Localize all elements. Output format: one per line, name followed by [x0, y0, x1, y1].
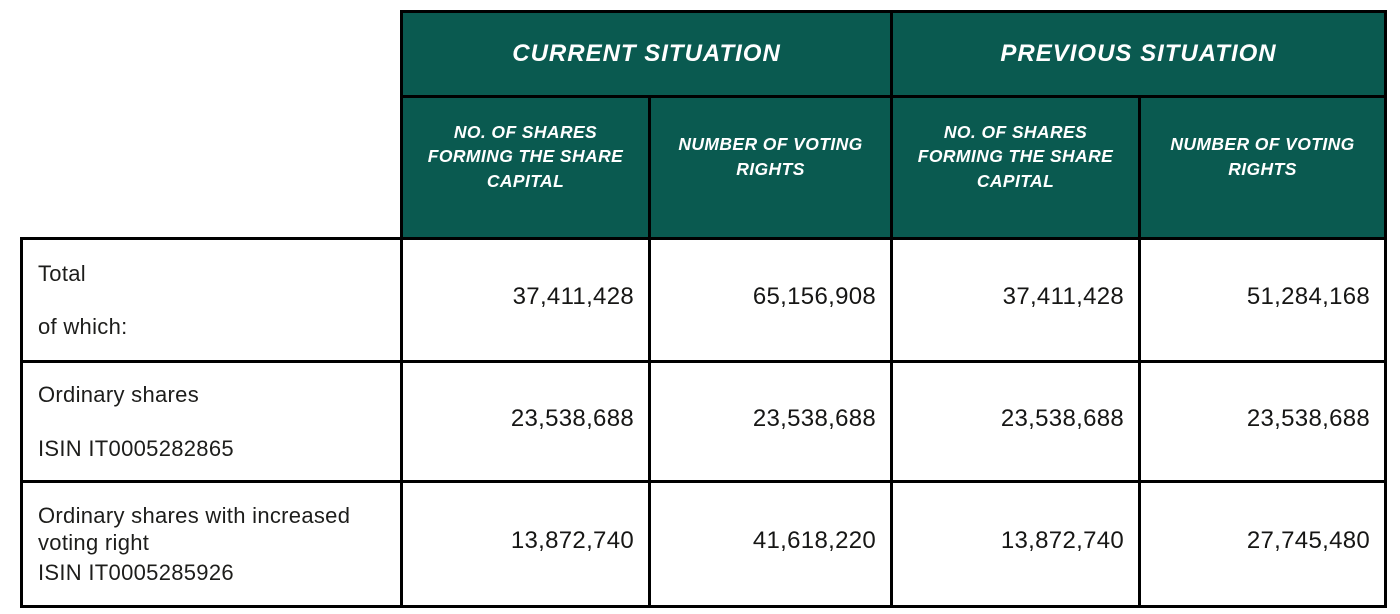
column-header-row: NO. OF SHARES FORMING THE SHARE CAPITAL … — [21, 95, 1388, 240]
cell-ordinary-shares-current: 23,538,688 — [400, 360, 651, 483]
share-capital-table: CURRENT SITUATION PREVIOUS SITUATION NO.… — [20, 10, 1388, 608]
cell-total-voting-previous: 51,284,168 — [1138, 237, 1388, 363]
cell-increased-voting-current: 41,618,220 — [647, 480, 894, 608]
col-header-voting-current: NUMBER OF VOTING RIGHTS — [647, 95, 894, 240]
row-label-line: Total — [38, 260, 86, 286]
row-label-line: Ordinary shares — [38, 382, 200, 407]
previous-situation-header: PREVIOUS SITUATION — [890, 10, 1388, 98]
cell-ordinary-voting-previous: 23,538,688 — [1138, 360, 1388, 483]
situation-header-row: CURRENT SITUATION PREVIOUS SITUATION — [21, 10, 1388, 98]
cell-increased-shares-current: 13,872,740 — [400, 480, 651, 608]
empty-corner-cell — [21, 96, 402, 239]
cell-increased-voting-previous: 27,745,480 — [1138, 480, 1388, 608]
current-situation-header: CURRENT SITUATION — [399, 10, 894, 98]
row-label-ordinary-shares: Ordinary shares ISIN IT0005282865 — [20, 360, 403, 483]
col-header-voting-previous: NUMBER OF VOTING RIGHTS — [1138, 95, 1388, 240]
empty-corner-cell — [21, 11, 402, 97]
cell-total-shares-current: 37,411,428 — [400, 237, 651, 363]
cell-ordinary-shares-previous: 23,538,688 — [890, 360, 1142, 483]
table-row-increased-voting: Ordinary shares with increased voting ri… — [20, 480, 1388, 608]
cell-increased-shares-previous: 13,872,740 — [890, 480, 1142, 608]
row-label-line: ISIN IT0005282865 — [38, 435, 234, 461]
row-label-increased-voting: Ordinary shares with increased voting ri… — [20, 480, 403, 608]
row-label-line: ISIN IT0005285926 — [38, 559, 234, 585]
row-label-total: Total of which: — [20, 237, 403, 363]
col-header-shares-current: NO. OF SHARES FORMING THE SHARE CAPITAL — [400, 95, 651, 240]
table-row-ordinary-shares: Ordinary shares ISIN IT0005282865 23,538… — [20, 360, 1388, 483]
row-label-line: Ordinary shares with increased voting ri… — [38, 502, 351, 556]
cell-total-shares-previous: 37,411,428 — [890, 237, 1142, 363]
cell-ordinary-voting-current: 23,538,688 — [647, 360, 894, 483]
row-label-line: of which: — [38, 314, 128, 339]
table-row-total: Total of which: 37,411,428 65,156,908 37… — [20, 237, 1388, 363]
cell-total-voting-current: 65,156,908 — [647, 237, 894, 363]
col-header-shares-previous: NO. OF SHARES FORMING THE SHARE CAPITAL — [890, 95, 1142, 240]
